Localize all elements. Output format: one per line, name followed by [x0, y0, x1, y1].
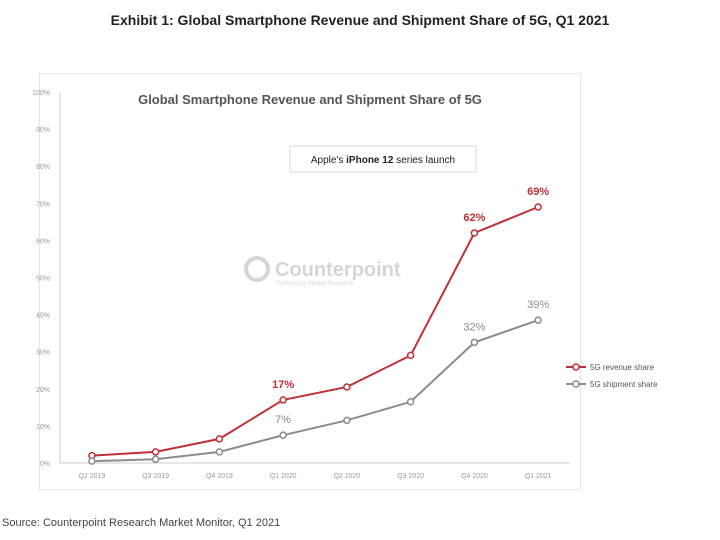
- data-label: 32%: [463, 321, 485, 333]
- y-tick-label: 20%: [36, 387, 50, 394]
- data-point: [343, 416, 351, 425]
- source-note: Source: Counterpoint Research Market Mon…: [2, 517, 281, 529]
- y-tick-label: 60%: [36, 238, 50, 245]
- data-label: 39%: [527, 299, 549, 311]
- y-tick-label: 40%: [36, 313, 50, 320]
- data-point: [88, 457, 96, 465]
- data-point: [279, 396, 287, 404]
- x-tick-label: Q4 2019: [206, 473, 233, 480]
- series-line-revenue: [91, 206, 539, 457]
- data-point: [151, 455, 160, 464]
- y-tick-label: 30%: [36, 350, 50, 357]
- data-point: [534, 203, 542, 211]
- counterpoint-logo-icon: [244, 256, 270, 282]
- x-tick-label: Q3 2019: [142, 473, 169, 480]
- y-tick-label: 50%: [36, 276, 50, 283]
- legend-marker: [572, 363, 580, 371]
- data-point: [279, 431, 287, 439]
- x-tick-label: Q1 2020: [270, 473, 297, 480]
- series-group: 17% 62% 69% 7% 32% 39%: [88, 186, 549, 465]
- axes: 0% 10% 20% 30% 40% 50% 60% 70% 80% 90% 100% Q2 2019…: [32, 90, 570, 480]
- data-label: 7%: [275, 414, 291, 426]
- data-point: [215, 448, 224, 456]
- y-tick-label: 90%: [36, 127, 50, 134]
- x-tick-label: Q2 2019: [78, 473, 105, 480]
- legend-marker: [572, 380, 580, 388]
- x-tick-label: Q3 2020: [397, 473, 424, 480]
- series-line-shipment: [91, 319, 539, 463]
- data-label: 69%: [527, 186, 549, 198]
- watermark-name: Counterpoint: [275, 259, 401, 281]
- annotation-box: Apple's iPhone 12 series launch: [289, 145, 477, 173]
- data-point: [534, 316, 542, 324]
- x-tick-label: Q2 2020: [333, 473, 360, 480]
- y-tick-label: 0%: [40, 461, 50, 468]
- y-tick-label: 100%: [32, 90, 50, 97]
- watermark-tagline: Technology Market Research: [276, 281, 354, 287]
- x-tick-label: Q1 2021: [525, 473, 552, 480]
- annotation-text-bold: iPhone 12: [346, 155, 394, 166]
- data-point: [406, 398, 415, 406]
- data-point: [470, 338, 479, 347]
- data-label: 17%: [272, 379, 294, 391]
- svg-text:Apple's iPhone 12 series launc: Apple's iPhone 12 series launch: [311, 155, 455, 166]
- y-tick-label: 70%: [36, 201, 50, 208]
- y-tick-label: 10%: [36, 424, 50, 431]
- x-tick-label: Q4 2020: [461, 473, 488, 480]
- legend-label: 5G shipment share: [590, 380, 658, 389]
- chart-frame: [39, 73, 581, 490]
- data-point: [406, 351, 415, 360]
- legend-label: 5G revenue share: [590, 363, 655, 372]
- watermark-logo: Counterpoint Technology Market Research: [244, 256, 401, 287]
- exhibit-title: Exhibit 1: Global Smartphone Revenue and…: [110, 12, 610, 28]
- data-point: [151, 448, 160, 456]
- data-point: [215, 435, 224, 443]
- legend: 5G revenue share 5G shipment share: [566, 363, 658, 389]
- data-point: [343, 383, 351, 391]
- y-tick-label: 80%: [36, 164, 50, 171]
- annotation-text-1: Apple's: [311, 155, 346, 166]
- annotation-text-2: series launch: [393, 155, 455, 166]
- chart-title: Global Smartphone Revenue and Shipment S…: [138, 92, 482, 107]
- data-label: 62%: [463, 212, 485, 224]
- data-point: [470, 229, 479, 237]
